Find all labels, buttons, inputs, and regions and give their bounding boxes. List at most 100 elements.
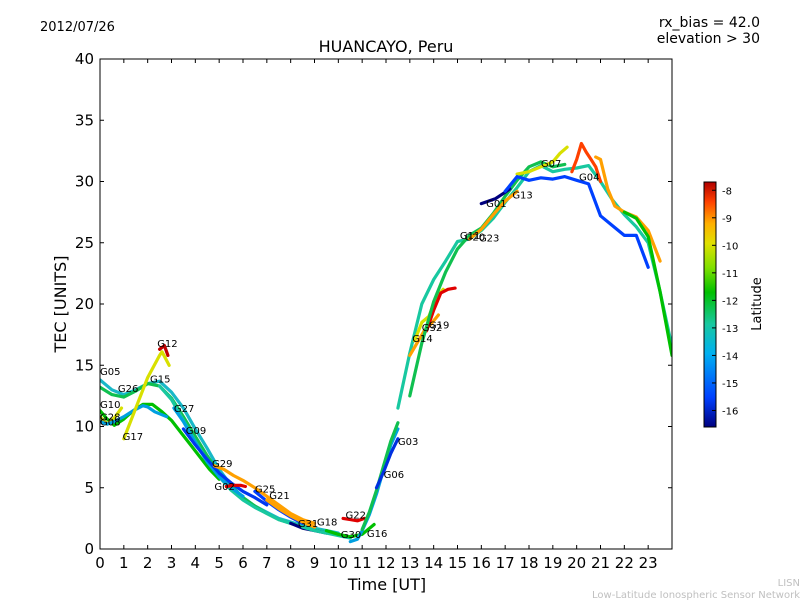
satellite-label-g13: G13 [512,191,532,202]
x-tick-label: 11 [353,554,372,572]
y-tick-label: 10 [75,418,94,436]
x-tick-label: 14 [424,554,443,572]
series-line-g17 [122,350,171,441]
satellite-label-g28: G28 [100,412,120,423]
colorbar-tick-label: -14 [722,351,738,362]
satellite-label-g03: G03 [398,437,418,448]
series-line-g13 [424,286,457,333]
colorbar [703,181,717,428]
satellite-label-g19: G19 [429,321,449,332]
series-line-g23 [467,189,519,241]
y-tick-label: 5 [84,479,94,497]
series-line-g12 [158,344,170,357]
colorbar-tick-label: -16 [722,406,738,417]
colorbar-ticks: -8 -9 -10 -11 -12 -13 -14 -15 -16 [712,186,738,417]
chart-title: HUANCAYO, Peru [319,37,454,56]
satellite-label-g17: G17 [123,432,143,443]
x-tick-label: 21 [591,554,610,572]
series-line-g24 [570,141,603,184]
satellite-label-g01: G01 [486,199,506,210]
satellite-label-g18: G18 [317,518,337,529]
colorbar-tick-label: -13 [722,324,738,335]
series-line-g29 [212,464,317,525]
series-line-g21 [265,498,317,529]
x-tick-label: 15 [448,554,467,572]
satellite-label-g10: G10 [100,400,120,411]
x-tick-label: 13 [400,554,419,572]
series-line-g04 [503,175,650,269]
satellite-label-g22: G22 [345,510,365,521]
satellite-label-g02: G02 [214,482,234,493]
rx-bias-label: rx_bias = 42.0 [659,15,760,31]
x-tick-label: 10 [329,554,348,572]
x-tick-label: 20 [567,554,586,572]
colorbar-tick-label: -11 [722,269,738,280]
x-tick-label: 6 [238,554,248,572]
colorbar-tick-label: -9 [722,214,732,225]
satellite-label-g26: G26 [118,384,138,395]
x-tick-label: 4 [191,554,201,572]
x-tick-label: 23 [639,554,658,572]
satellite-label-g25: G25 [255,485,275,496]
colorbar-tick-label: -10 [722,241,738,252]
colorbar-tick-label: -8 [722,186,732,197]
satellite-label-g11: G11 [460,231,480,242]
x-tick-label: 7 [262,554,272,572]
x-tick-label: 9 [310,554,320,572]
satellite-label-g04: G04 [579,172,599,183]
x-axis-label: Time [UT] [347,575,426,594]
x-tick-label: 16 [472,554,491,572]
series-line-g22 [341,516,367,523]
series-line-g05 [100,378,340,535]
satellite-label-g15: G15 [150,374,170,385]
series-line-g03 [374,437,400,490]
satellite-label-g08: G08 [100,417,120,428]
lisn-long-label: Low-Latitude Ionospheric Sensor Network [592,590,800,600]
colorbar-label: Latitude [750,277,765,331]
x-tick-label: 1 [119,554,129,572]
x-tick-label: 0 [95,554,105,572]
satellite-label-g21: G21 [269,491,289,502]
series-line-g10 [100,402,221,481]
satellite-label-g29: G29 [212,459,232,470]
x-tick-label: 22 [615,554,634,572]
satellite-label-g31: G31 [298,519,318,530]
satellite-label-g30: G30 [341,530,361,541]
satellite-label-g05: G05 [100,367,120,378]
lisn-short-label: LISN [778,578,800,589]
satellite-label-g16: G16 [367,529,387,540]
elevation-label: elevation > 30 [657,31,760,47]
series-line-g20 [594,155,662,263]
series-line-g30 [324,522,376,539]
y-tick-label: 15 [75,356,94,374]
satellite-label-g32: G32 [422,323,442,334]
series-line-g07 [515,145,569,176]
y-tick-label: 0 [84,540,94,558]
x-tick-label: 3 [167,554,177,572]
satellite-label-g06: G06 [384,470,404,481]
x-tick-label: 5 [214,554,224,572]
y-tick-label: 25 [75,234,94,252]
series-group [100,141,672,544]
series-line-g28 [100,406,124,426]
x-tick-label: 18 [519,554,538,572]
date-label: 2012/07/26 [40,20,115,35]
satellite-label-g14: G14 [412,334,432,345]
y-tick-label: 40 [75,50,94,68]
x-tick-label: 19 [543,554,562,572]
series-line-g09 [181,427,269,507]
y-axis-label: TEC [UNITS] [51,256,70,354]
x-tick-label: 2 [143,554,153,572]
satellite-label-g12: G12 [157,339,177,350]
axis-ticks: 0 1 2 3 4 5 6 7 8 9 10 11 12 13 14 15 16 17 18 19 20 21 22 2305… [75,50,672,572]
satellite-label-g07: G07 [541,159,561,170]
satellite-label-g20: G20 [465,232,485,243]
satellite-label-g27: G27 [174,404,194,415]
satellite-label-g09: G09 [186,426,206,437]
y-tick-label: 35 [75,111,94,129]
x-tick-label: 17 [496,554,515,572]
plot-frame [99,58,673,550]
x-tick-label: 12 [376,554,395,572]
